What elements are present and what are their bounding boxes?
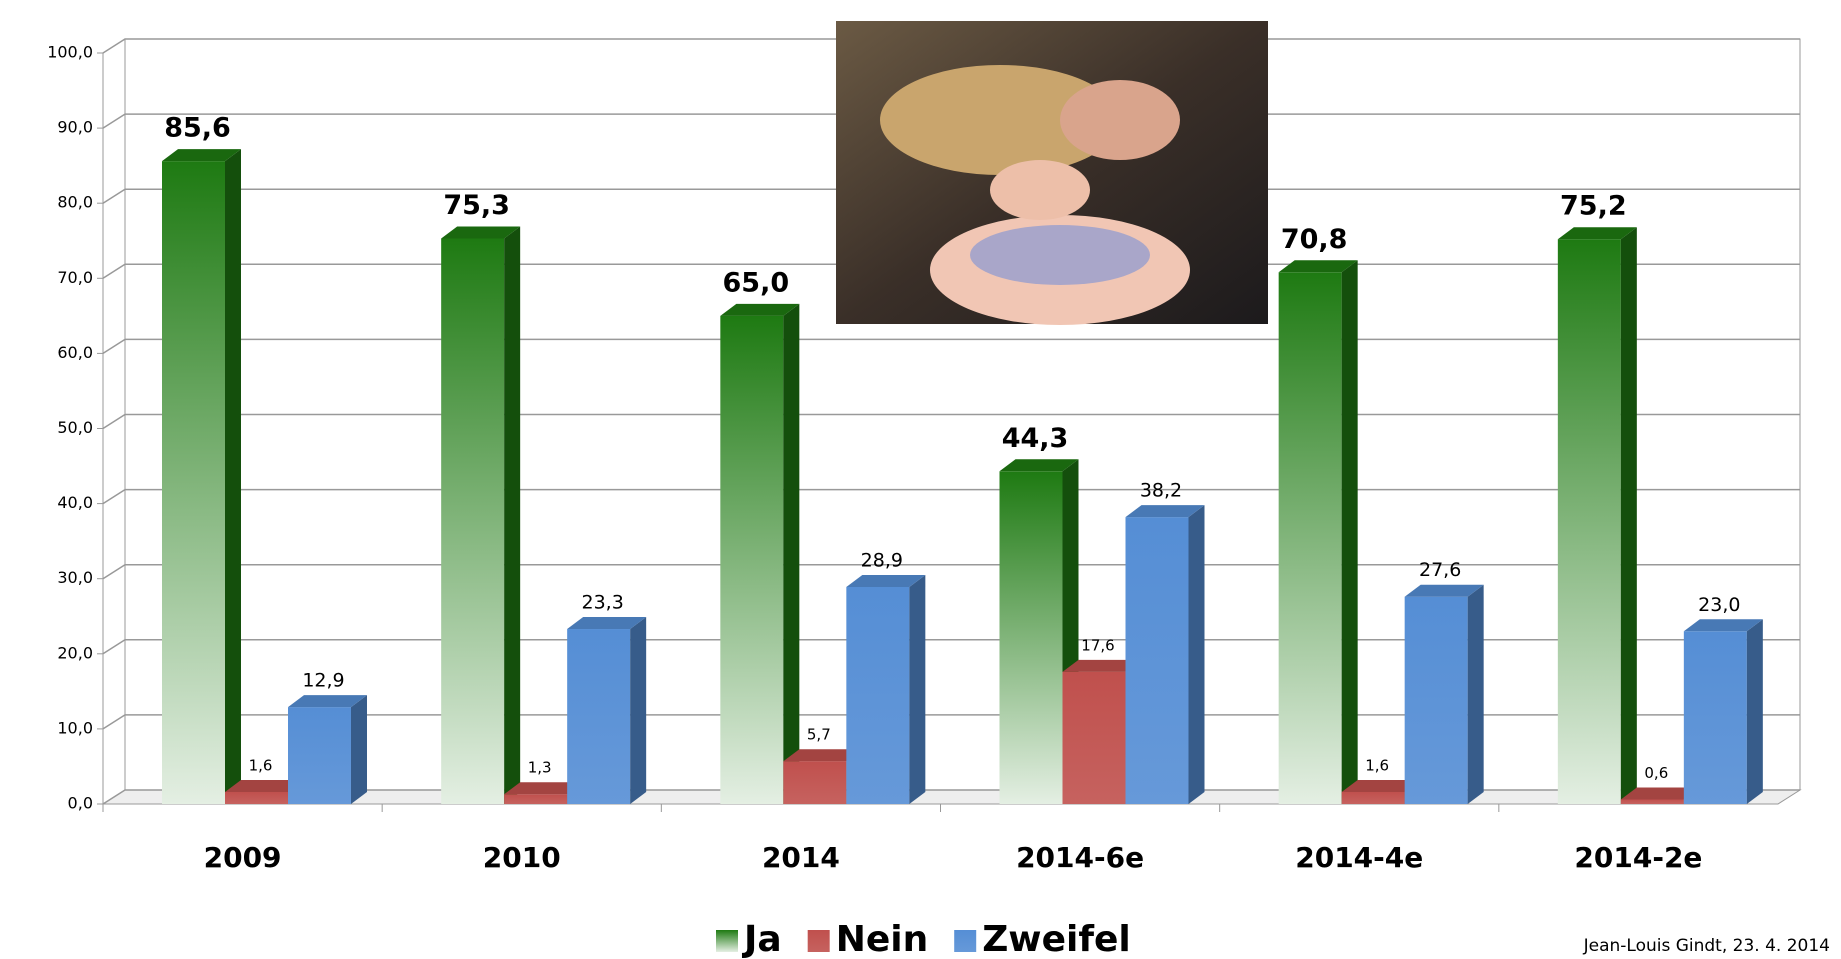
value-label: 23,0: [1698, 594, 1740, 616]
bar: [999, 471, 1063, 804]
y-tick-label: 50,0: [57, 418, 93, 437]
y-tick-label: 90,0: [57, 118, 93, 137]
y-tick-label: 20,0: [57, 643, 93, 662]
bar: [1341, 791, 1405, 804]
bar-top: [288, 695, 367, 708]
value-label: 5,7: [807, 726, 831, 744]
bar-side: [504, 226, 521, 804]
bar-top: [1557, 227, 1637, 240]
bar-top: [1404, 584, 1484, 597]
value-label: 65,0: [723, 267, 790, 298]
x-tick-label: 2010: [483, 841, 561, 874]
grid-line: [102, 639, 1800, 655]
value-label: 1,3: [528, 759, 552, 777]
y-tick-label: 10,0: [57, 718, 93, 737]
bar-top: [504, 782, 584, 795]
bar: [225, 791, 288, 804]
bar-top: [162, 149, 241, 162]
bar-side: [1188, 505, 1205, 804]
bar: [504, 794, 568, 804]
bar: [1125, 517, 1189, 804]
y-tick-label: 60,0: [57, 343, 93, 362]
legend-swatch: [954, 930, 977, 952]
bar-top: [999, 459, 1079, 472]
bar-side: [1467, 584, 1484, 804]
value-label: 17,6: [1081, 636, 1114, 654]
legend-label: Zweifel: [982, 919, 1131, 959]
x-tick-label: 2009: [204, 841, 282, 874]
grid-line: [102, 488, 1800, 505]
bar-side: [630, 617, 647, 804]
bar-top: [846, 574, 926, 587]
y-tick-label: 100,0: [47, 43, 93, 62]
bar: [720, 315, 784, 804]
grid-line: [102, 338, 1800, 355]
grid-line: [102, 563, 1800, 580]
value-label: 23,3: [582, 592, 624, 614]
bar: [846, 586, 910, 804]
value-label: 0,6: [1644, 764, 1668, 782]
bar: [1278, 272, 1342, 804]
grid-line: [102, 789, 1800, 805]
bar-top: [1620, 787, 1700, 800]
value-label: 70,8: [1281, 224, 1348, 255]
bar-side: [351, 695, 367, 804]
value-label: 12,9: [302, 670, 344, 692]
bar: [1062, 671, 1126, 804]
value-label: 85,6: [164, 113, 231, 144]
bar: [567, 629, 631, 804]
x-tick-label: 2014: [762, 841, 840, 874]
x-tick-label: 2014-2e: [1574, 841, 1702, 874]
value-label: 75,2: [1560, 191, 1627, 222]
value-label: 1,6: [1365, 756, 1389, 774]
bar-top: [1683, 619, 1763, 632]
bar-top: [441, 226, 521, 239]
bar-side: [783, 303, 800, 804]
bar-top: [1062, 659, 1142, 672]
value-label: 27,6: [1419, 559, 1461, 581]
bar-side: [225, 149, 241, 805]
y-tick-label: 30,0: [57, 568, 93, 587]
bar: [441, 238, 505, 804]
bar: [288, 707, 351, 804]
bar-top: [225, 779, 304, 792]
legend-swatch: [807, 930, 830, 952]
bar: [1404, 596, 1468, 804]
bar: [1557, 239, 1621, 805]
photo: [836, 21, 1268, 325]
bar-side: [1746, 619, 1763, 804]
y-tick-label: 40,0: [57, 493, 93, 512]
bar: [783, 761, 847, 804]
y-tick-label: 0,0: [68, 794, 93, 813]
legend-label: Nein: [836, 919, 929, 959]
bar-top: [1278, 260, 1358, 273]
y-tick-label: 80,0: [57, 193, 93, 212]
x-tick-label: 2014-6e: [1016, 841, 1144, 874]
bar: [1683, 631, 1747, 804]
bar-top: [567, 617, 647, 630]
bar-side: [1620, 227, 1637, 805]
legend-swatch: [716, 930, 738, 952]
value-label: 28,9: [861, 549, 903, 571]
bar: [1620, 799, 1684, 804]
value-label: 75,3: [443, 190, 510, 221]
bar-side: [909, 574, 926, 804]
bar-side: [1341, 260, 1358, 804]
bar-top: [1125, 505, 1205, 518]
bar-top: [1341, 779, 1421, 792]
y-tick-label: 70,0: [57, 268, 93, 287]
value-label: 38,2: [1140, 480, 1182, 502]
bar-top: [720, 303, 800, 316]
grid-line: [102, 413, 1800, 430]
value-label: 1,6: [249, 756, 273, 774]
value-label: 44,3: [1002, 423, 1069, 454]
plot: 0,0 10,0 20,0 30,0 40,0 50,0 60,0 70,0 80,0 90,0 1…: [47, 38, 1802, 959]
bar: [162, 161, 225, 805]
bar-top: [783, 749, 863, 762]
legend-label: Ja: [741, 919, 782, 959]
footnote: Jean-Louis Gindt, 23. 4. 2014: [1583, 936, 1830, 956]
x-tick-label: 2014-4e: [1295, 841, 1423, 874]
grid-line: [102, 714, 1800, 730]
